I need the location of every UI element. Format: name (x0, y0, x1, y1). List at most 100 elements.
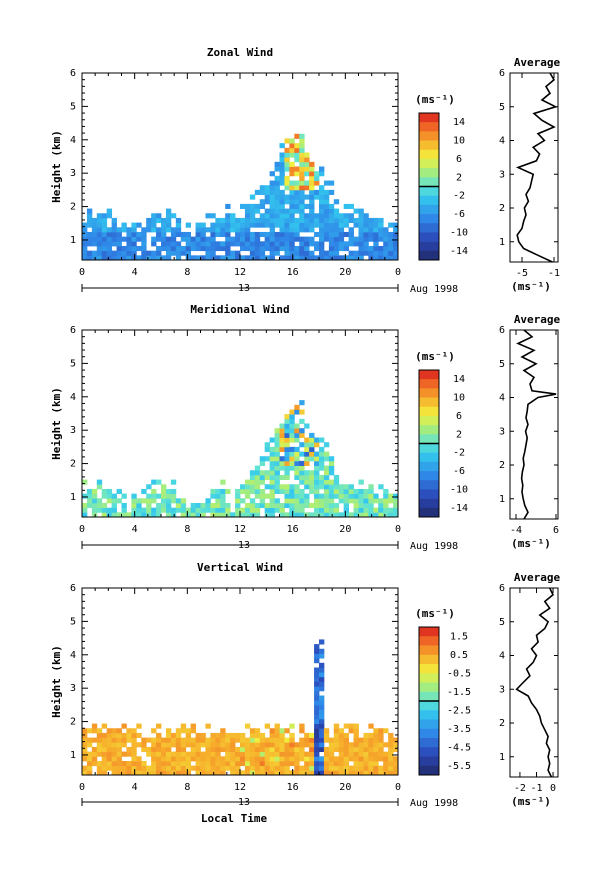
heatmap-cell (254, 203, 261, 209)
heatmap-cell (309, 161, 315, 167)
heatmap-cell (348, 765, 354, 771)
heatmap-cell (358, 255, 364, 261)
profile-y-tick-label: 3 (499, 426, 505, 437)
heatmap-cell (314, 765, 320, 771)
heatmap-cell (299, 465, 305, 471)
heatmap-cell (274, 760, 280, 767)
heatmap-cell (373, 250, 379, 256)
heatmap-cell (289, 446, 295, 452)
heatmap-cell (383, 756, 389, 762)
colorbar-swatch (419, 756, 439, 767)
heatmap-cell (289, 493, 295, 499)
heatmap-cell (116, 241, 122, 247)
heatmap-cell (314, 180, 320, 186)
heatmap-cell (170, 250, 177, 256)
profile-line (515, 72, 558, 263)
heatmap-cell (259, 245, 266, 252)
heatmap-cell (175, 255, 182, 261)
heatmap-cell (156, 512, 162, 518)
heatmap-cell (373, 507, 379, 513)
heatmap-cell (82, 236, 88, 242)
heatmap-cell (343, 222, 350, 228)
heatmap-cell (338, 728, 345, 734)
heatmap-cell (131, 222, 137, 228)
heatmap-cell (165, 737, 172, 743)
heatmap-cell (309, 432, 315, 438)
x-tick-label: 12 (234, 267, 246, 278)
heatmap-cell (82, 728, 88, 734)
heatmap-cell (309, 746, 315, 753)
heatmap-cell (323, 756, 330, 762)
heatmap-cell (195, 502, 201, 509)
heatmap-cell (299, 432, 305, 438)
heatmap-cell (314, 175, 320, 181)
heatmap-cell (383, 488, 389, 495)
heatmap-cell (368, 507, 374, 513)
heatmap-cell (294, 250, 300, 256)
heatmap-cell (289, 409, 295, 415)
heatmap-cell (200, 231, 206, 238)
heatmap-cell (264, 507, 271, 513)
heatmap-cell (343, 732, 350, 738)
heatmap-cell (259, 213, 266, 219)
heatmap-cell (284, 152, 290, 158)
heatmap-cell (284, 217, 290, 224)
heatmap-cell (259, 222, 266, 228)
heatmap-cell (333, 723, 340, 729)
profile-frame (509, 587, 559, 778)
heatmap-cell (146, 493, 152, 499)
heatmap-cell (165, 512, 172, 518)
heatmap-cell (348, 236, 354, 242)
heatmap-cell (101, 236, 108, 242)
heatmap-cell (393, 742, 399, 748)
colorbar-tick-label: -14 (450, 246, 468, 257)
x-tick-label: 0 (395, 267, 401, 278)
heatmap-cell (91, 217, 98, 224)
heatmap-cell (294, 432, 300, 438)
heatmap-cell (141, 737, 147, 743)
heatmap-cell (269, 728, 275, 734)
heatmap-cell (116, 765, 122, 771)
heatmap-cell (106, 208, 113, 214)
heatmap-cell (284, 446, 290, 452)
colorbar-tick-label: 14 (453, 374, 465, 385)
heatmap-cell (131, 241, 137, 247)
heatmap-cell (304, 152, 310, 158)
heatmap-cell (220, 746, 226, 753)
heatmap-cell (304, 456, 310, 462)
heatmap-cell (249, 217, 256, 224)
heatmap-cell (225, 765, 231, 771)
heatmap-cell (328, 488, 335, 495)
heatmap-cell (299, 470, 305, 476)
heatmap-cell (91, 241, 98, 247)
heatmap-cell (314, 644, 320, 650)
heatmap-cell (348, 241, 354, 247)
heatmap-cell (269, 217, 275, 224)
heatmap-cell (195, 255, 201, 261)
heatmap-cell (156, 236, 162, 242)
heatmap-cell (269, 203, 275, 209)
heatmap-cell (323, 250, 330, 256)
heatmap-cell (225, 742, 231, 748)
colorbar-tick-label: -4.5 (447, 742, 471, 753)
heatmap-cell (151, 227, 157, 233)
heatmap-cell (235, 756, 241, 762)
heatmap-cell (146, 746, 152, 753)
heatmap-cell (294, 423, 300, 429)
heatmap-cell (333, 765, 340, 771)
heatmap-cell (86, 756, 93, 762)
heatmap-cell (230, 765, 236, 771)
heatmap-cell (180, 250, 187, 256)
heatmap-cell (289, 161, 295, 167)
heatmap-cell (156, 737, 162, 743)
heatmap-cell (240, 236, 246, 242)
heatmap-cell (225, 507, 231, 513)
heatmap-cell (279, 241, 285, 247)
heatmap-cell (279, 189, 285, 195)
heatmap-cell (82, 250, 88, 256)
heatmap-cell (170, 770, 177, 776)
heatmap-cell (264, 222, 271, 228)
colorbar-tick-label: -6 (453, 209, 465, 220)
heatmap-cell (264, 194, 271, 200)
heatmap-cell (368, 751, 374, 757)
